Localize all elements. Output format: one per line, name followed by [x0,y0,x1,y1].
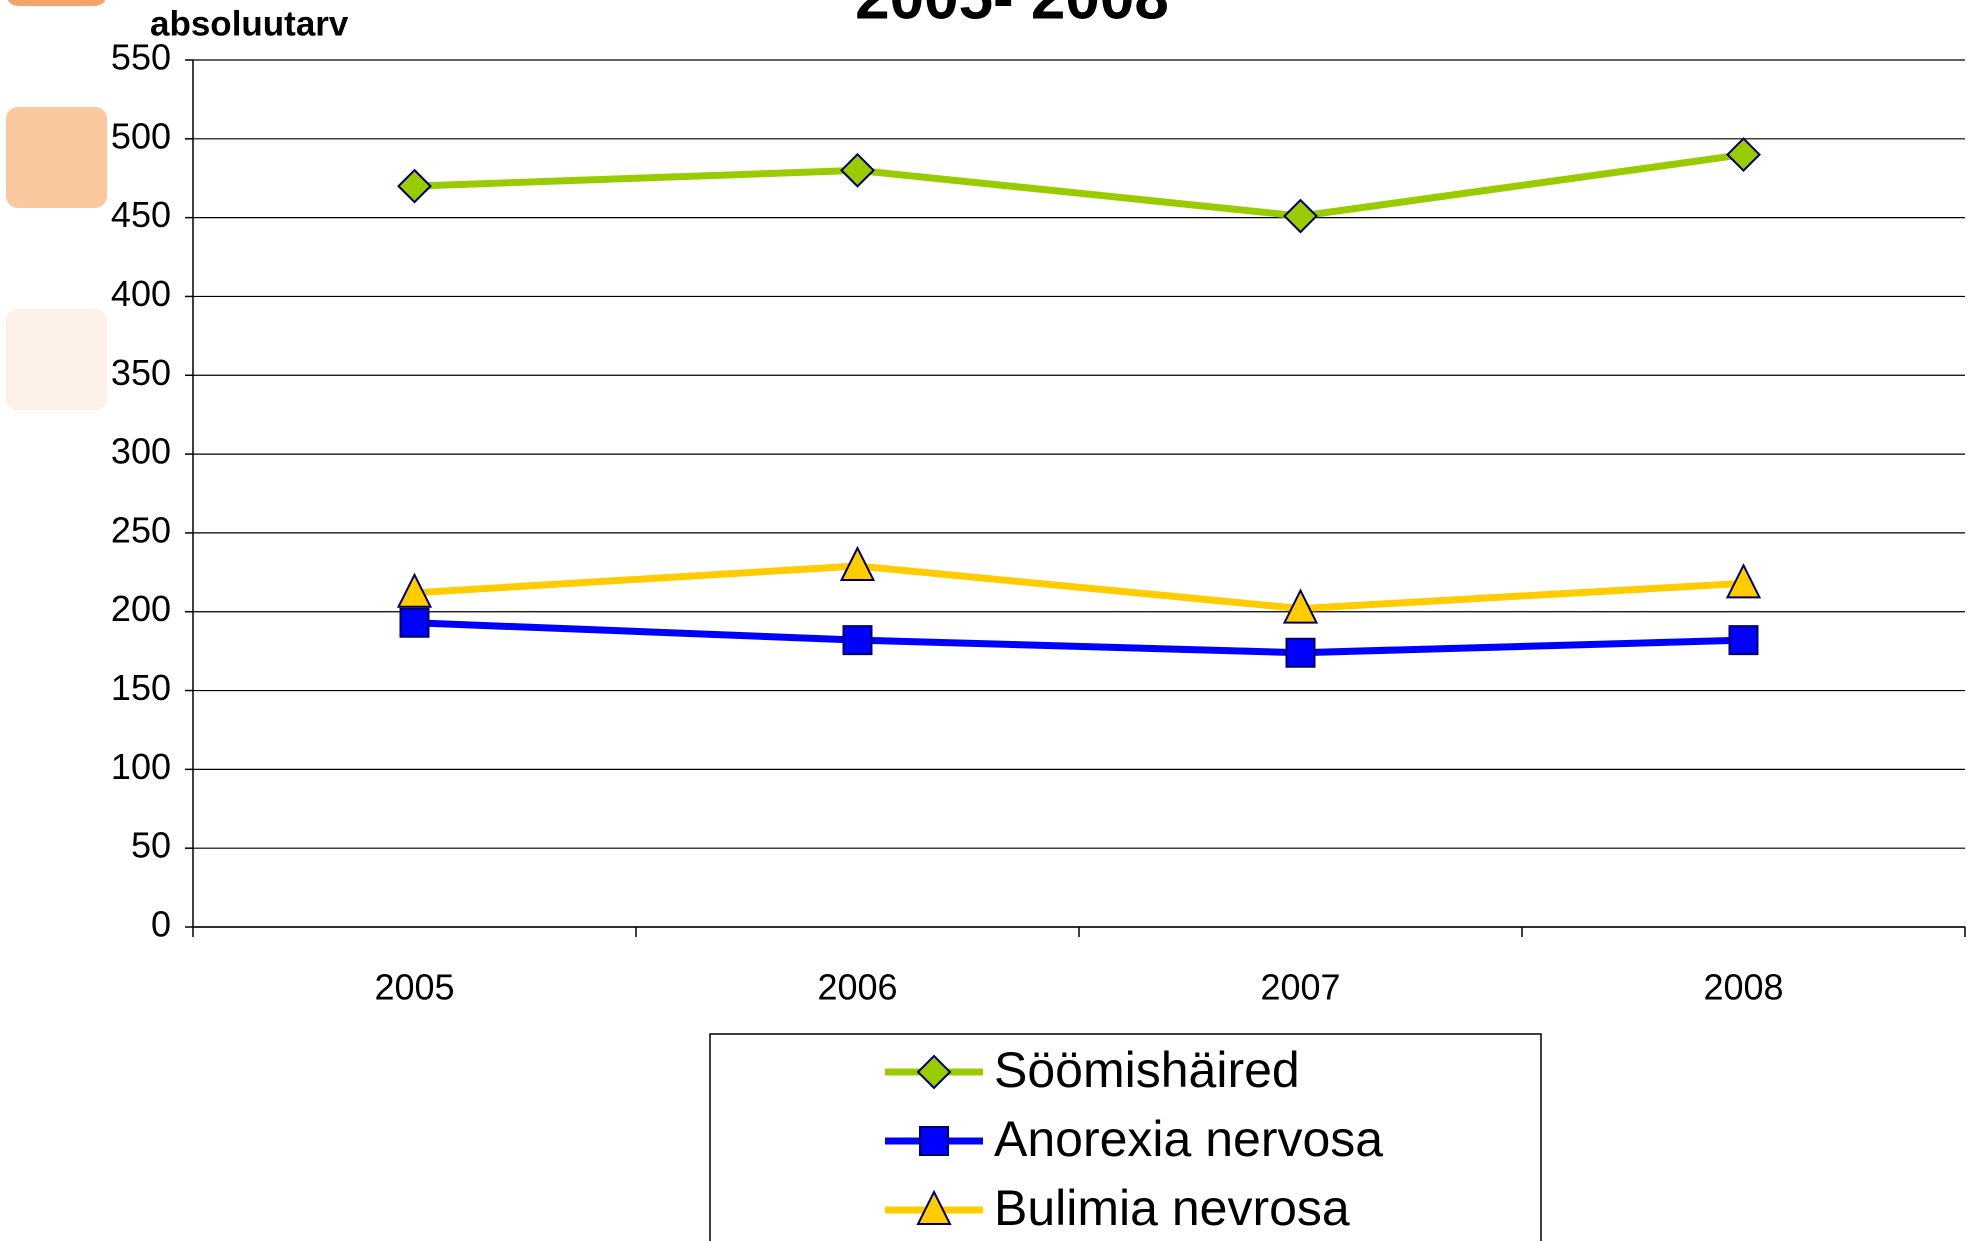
legend [709,1033,1542,1241]
decoration [6,309,107,410]
legend-label: Anorexia nervosa [994,1111,1383,1167]
data-point [396,572,433,608]
y-tick-label: 50 [131,825,171,866]
y-tick-label: 500 [111,115,171,156]
y-tick-label: 400 [111,273,171,314]
series-line [414,619,1744,657]
x-tick-label: 2008 [1703,967,1783,1008]
y-tick-label: 300 [111,431,171,472]
data-point [840,152,875,188]
data-point [1283,198,1318,234]
series-line [414,151,1744,220]
legend-marker [916,1189,952,1225]
y-tick-label: 0 [151,904,171,945]
y-axis-label: absoluutarv [150,4,349,43]
data-point [397,168,432,204]
data-point [1282,588,1319,624]
y-tick-label: 100 [111,746,171,787]
y-tick-label: 150 [111,667,171,708]
data-point [1725,563,1762,599]
data-point [1726,137,1761,172]
data-point [842,625,873,656]
y-tick-label: 200 [111,588,171,629]
data-point [1285,637,1316,668]
legend-marker [919,1126,949,1156]
x-tick-label: 2005 [374,967,454,1008]
legend-label: Söömishäired [994,1042,1300,1098]
decoration [6,107,107,208]
legend-marker [916,1054,952,1090]
y-tick-label: 450 [111,194,171,235]
chart-title: 2005- 2008 [855,0,1169,32]
y-tick-label: 550 [111,37,171,78]
data-point [839,545,876,582]
series-line [414,562,1744,613]
data-point [399,607,430,638]
decoration [7,0,106,6]
y-tick-label: 250 [111,509,171,550]
x-tick-label: 2006 [817,967,897,1008]
data-point [1728,625,1759,656]
legend-label: Bulimia nevrosa [994,1180,1350,1236]
x-tick-label: 2007 [1260,967,1340,1008]
y-tick-label: 350 [111,352,171,393]
